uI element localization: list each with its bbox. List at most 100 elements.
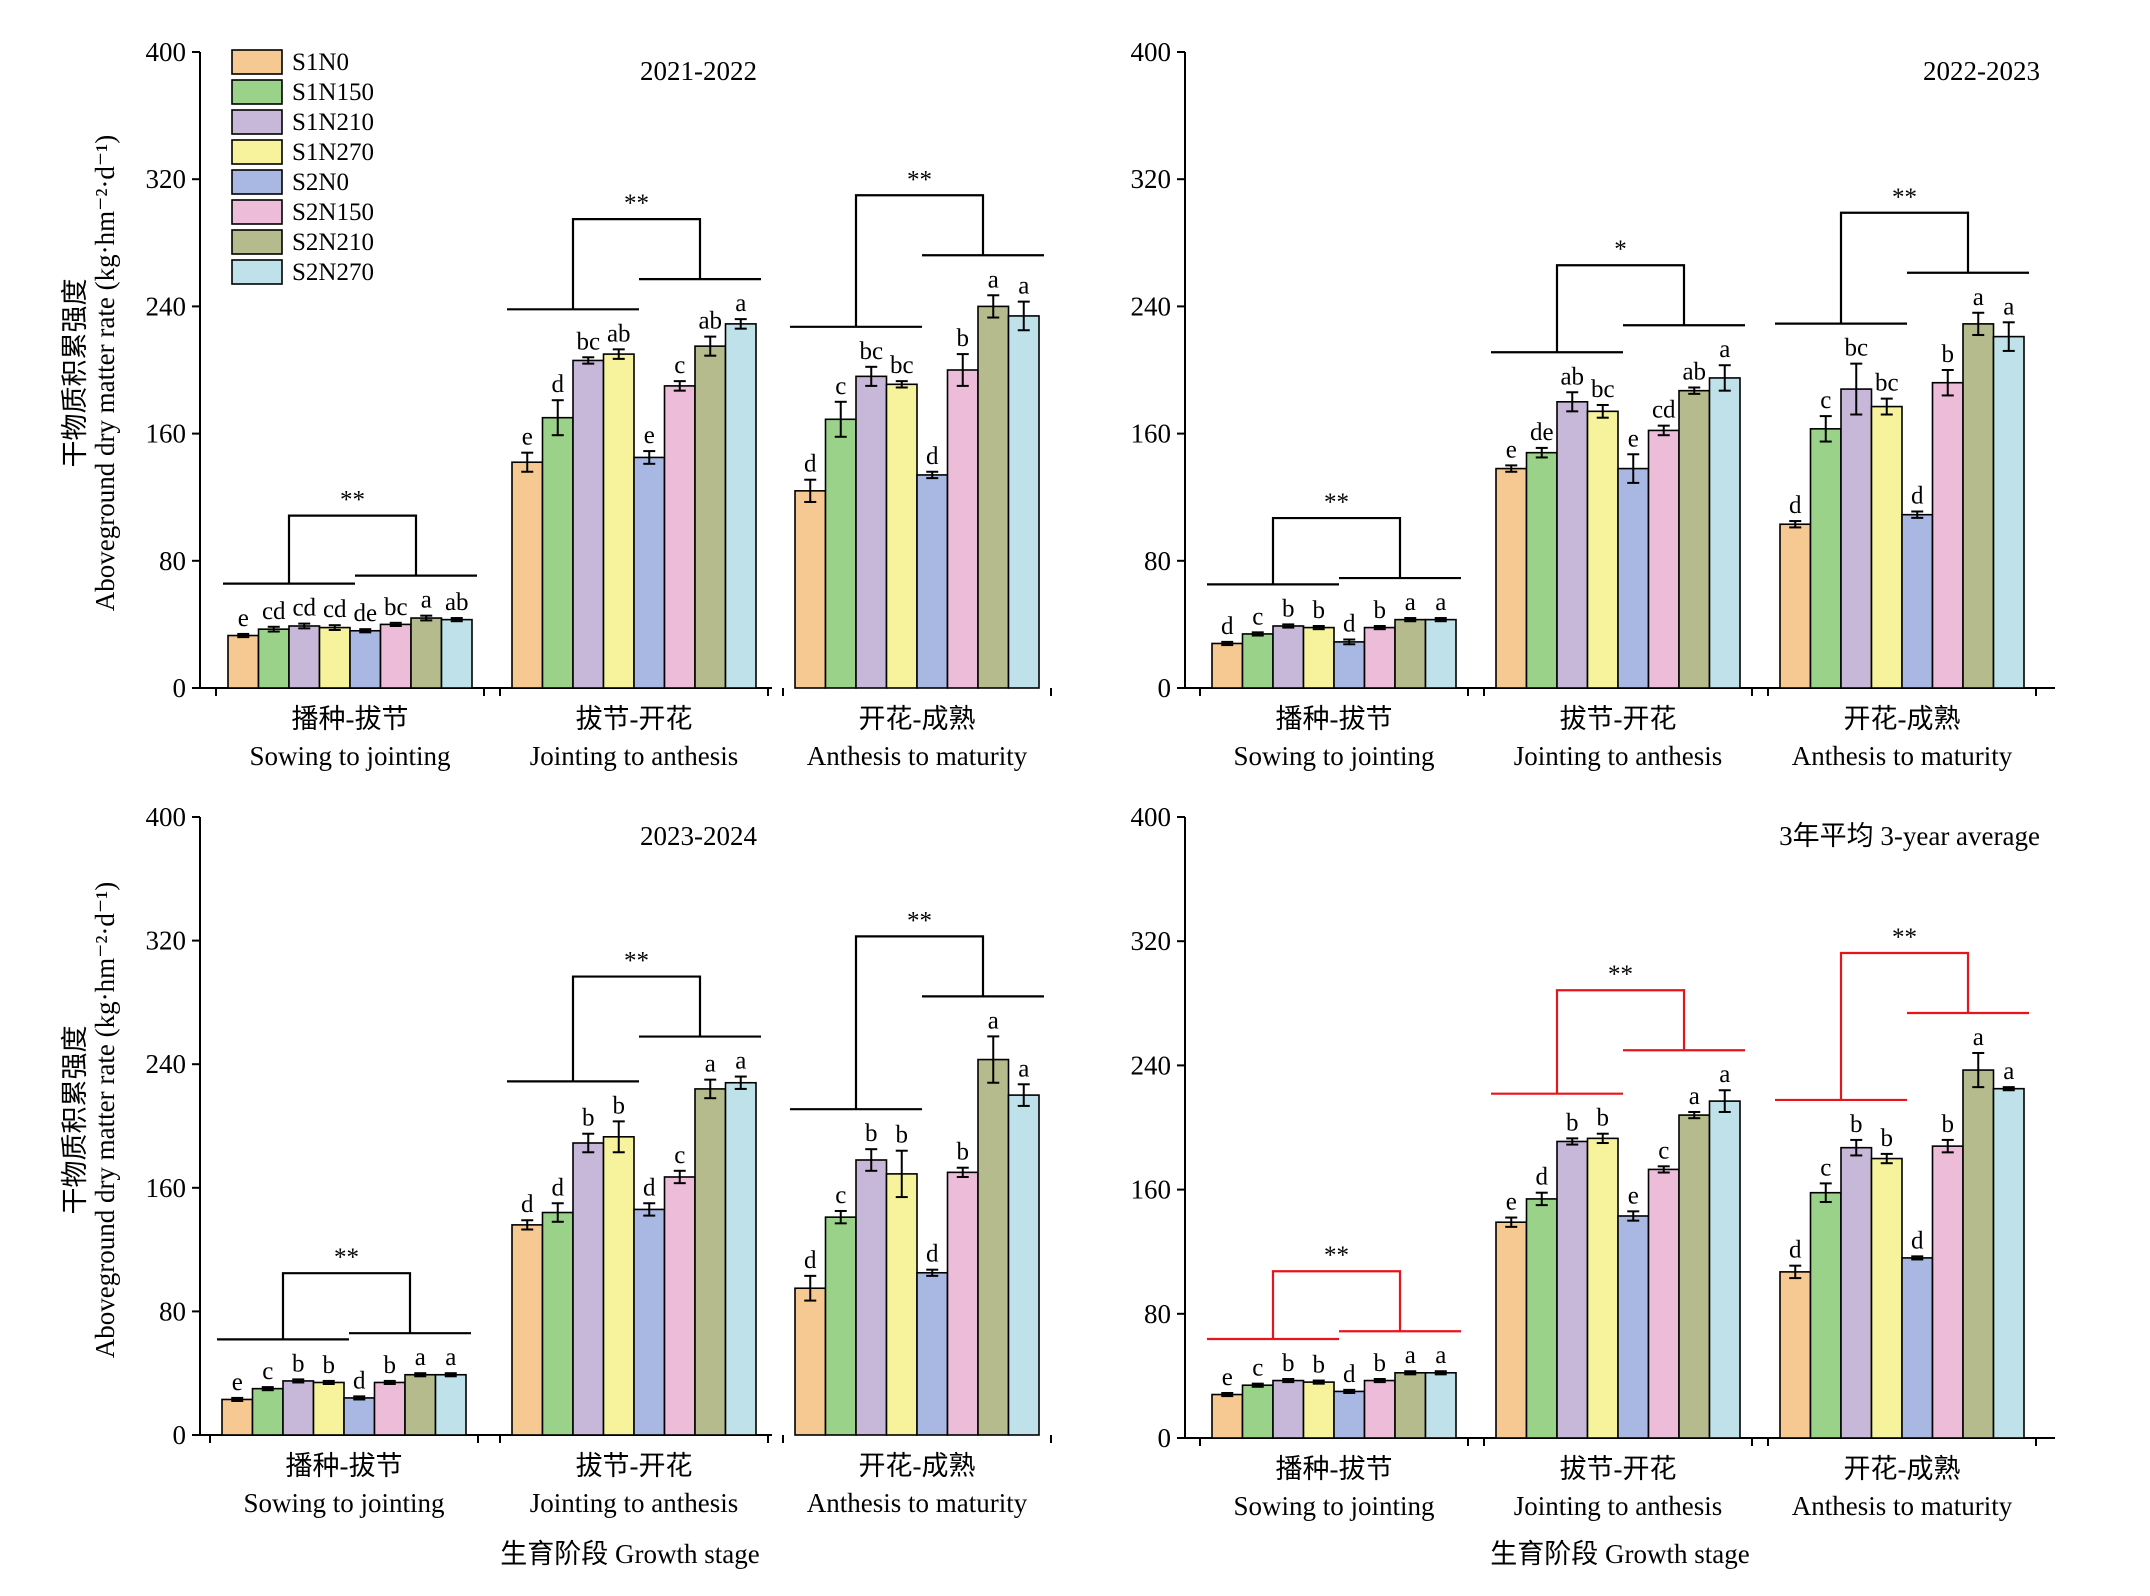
stage-label-cn: 拔节-开花 bbox=[1560, 1454, 1677, 1484]
significance-letter: b bbox=[1942, 341, 1955, 368]
bar-s1n150 bbox=[251, 1387, 284, 1436]
significance-letter: b bbox=[865, 1120, 878, 1147]
significance-letter: a bbox=[1405, 589, 1416, 616]
bar-s2n150 bbox=[373, 1381, 406, 1436]
significance-letter: bc bbox=[1591, 376, 1615, 403]
bracket-connector bbox=[1271, 1270, 1402, 1340]
stage-label-en: Jointing to anthesis bbox=[1514, 1491, 1723, 1521]
legend-label-s1n0: S1N0 bbox=[292, 49, 349, 76]
significance-letter: ab bbox=[445, 589, 469, 616]
bar-s2n270 bbox=[1708, 377, 1741, 689]
significance-letter: de bbox=[353, 600, 377, 627]
significance-letter: cd bbox=[262, 598, 286, 625]
significance-letter: e bbox=[1506, 436, 1517, 463]
bar-s2n0 bbox=[633, 1208, 666, 1436]
significance-letter: d bbox=[926, 1241, 939, 1268]
significance-marker: ** bbox=[1892, 924, 1917, 951]
significance-letter: ab bbox=[1682, 358, 1706, 385]
bar-s1n270 bbox=[602, 1136, 635, 1436]
significance-letter: b bbox=[1566, 1109, 1579, 1136]
bar-s2n0 bbox=[1901, 513, 1934, 689]
bracket-connector bbox=[1839, 951, 1970, 1100]
x-axis-title-right: 生育阶段 Growth stage bbox=[1490, 1539, 1749, 1569]
bar-s2n270 bbox=[1992, 335, 2025, 689]
legend-swatch-s1n270 bbox=[231, 139, 283, 165]
y-tick-label: 240 bbox=[1131, 1050, 1172, 1080]
bar-s2n0 bbox=[1617, 467, 1650, 689]
significance-letter: c bbox=[1252, 1355, 1263, 1382]
significance-letter: c bbox=[674, 1142, 685, 1169]
significance-letter: e bbox=[1506, 1189, 1517, 1216]
stage-label-en: Sowing to jointing bbox=[1233, 1491, 1434, 1521]
bar-s1n150 bbox=[257, 628, 290, 689]
significance-letter: cd bbox=[292, 595, 316, 622]
legend-swatch-s2n210 bbox=[231, 229, 283, 255]
bracket-connector bbox=[1271, 516, 1402, 585]
y-axis-title-cn: 干物质积累强度 bbox=[60, 1026, 90, 1215]
bar-s1n210 bbox=[572, 1142, 605, 1436]
panel-title: 2023-2024 bbox=[640, 821, 757, 851]
bracket-connector bbox=[287, 514, 418, 584]
bar-s1n0 bbox=[227, 634, 260, 689]
bar-s2n210 bbox=[977, 1058, 1010, 1436]
legend-swatch-s1n210 bbox=[231, 109, 283, 135]
bar-s2n0 bbox=[633, 456, 666, 689]
y-axis-title-en: Aboveground dry matter rate (kg·hm⁻²·d⁻¹… bbox=[90, 882, 120, 1359]
panel-title: 3年平均 3-year average bbox=[1779, 821, 2040, 851]
bar-s1n210 bbox=[1840, 1146, 1873, 1439]
significance-letter: e bbox=[1628, 1182, 1639, 1209]
y-tick-label: 80 bbox=[159, 546, 186, 576]
significance-letter: d bbox=[804, 451, 817, 478]
bar-s2n210 bbox=[1962, 323, 1995, 689]
legend-swatch-s1n150 bbox=[231, 79, 283, 105]
y-tick-label: 320 bbox=[146, 926, 187, 956]
y-tick-label: 240 bbox=[146, 291, 187, 321]
significance-letter: b bbox=[1881, 1125, 1894, 1152]
bar-s2n210 bbox=[1962, 1069, 1995, 1439]
stage-label-cn: 拔节-开花 bbox=[576, 1451, 693, 1481]
bar-s1n210 bbox=[288, 625, 321, 689]
significance-letter: bc bbox=[859, 338, 883, 365]
legend-label-s1n270: S1N270 bbox=[292, 139, 374, 166]
bar-s2n270 bbox=[1708, 1100, 1741, 1439]
significance-letter: d bbox=[1221, 613, 1234, 640]
bar-s1n270 bbox=[602, 353, 635, 689]
significance-letter: b bbox=[1313, 597, 1326, 624]
legend-label-s2n0: S2N0 bbox=[292, 169, 349, 196]
bar-s1n0 bbox=[1779, 523, 1812, 689]
significance-letter: a bbox=[1405, 1342, 1416, 1369]
bar-s1n150 bbox=[541, 416, 574, 689]
significance-letter: a bbox=[2003, 293, 2014, 320]
bar-s2n0 bbox=[1333, 1390, 1366, 1439]
bar-s1n150 bbox=[1241, 633, 1274, 689]
significance-letter: a bbox=[421, 587, 432, 614]
significance-marker: ** bbox=[1324, 1242, 1349, 1269]
bar-s1n210 bbox=[1272, 625, 1305, 689]
stage-label-cn: 播种-拔节 bbox=[1276, 1454, 1393, 1484]
significance-letter: d bbox=[1343, 611, 1356, 638]
y-tick-label: 80 bbox=[1144, 546, 1171, 576]
significance-letter: a bbox=[445, 1344, 456, 1371]
significance-letter: d bbox=[521, 1191, 534, 1218]
significance-letter: a bbox=[705, 1051, 716, 1078]
panel-title: 2022-2023 bbox=[1923, 56, 2040, 86]
bar-s1n0 bbox=[1495, 467, 1528, 689]
y-tick-label: 0 bbox=[173, 673, 187, 703]
significance-letter: a bbox=[1973, 284, 1984, 311]
significance-marker: ** bbox=[1608, 961, 1633, 988]
bar-s1n270 bbox=[318, 626, 351, 689]
significance-letter: c bbox=[1820, 387, 1831, 414]
bar-s2n0 bbox=[349, 629, 382, 689]
bar-s1n150 bbox=[824, 418, 857, 689]
bar-s2n210 bbox=[1394, 1371, 1427, 1439]
significance-letter: c bbox=[674, 352, 685, 379]
significance-letter: bc bbox=[576, 328, 600, 355]
bar-s1n270 bbox=[885, 383, 918, 689]
bar-s1n270 bbox=[1870, 405, 1903, 689]
bar-s2n150 bbox=[1647, 429, 1680, 689]
significance-letter: a bbox=[1973, 1024, 1984, 1051]
significance-letter: d bbox=[926, 443, 939, 470]
bar-s2n150 bbox=[1363, 1379, 1396, 1439]
y-tick-label: 160 bbox=[1131, 419, 1172, 449]
